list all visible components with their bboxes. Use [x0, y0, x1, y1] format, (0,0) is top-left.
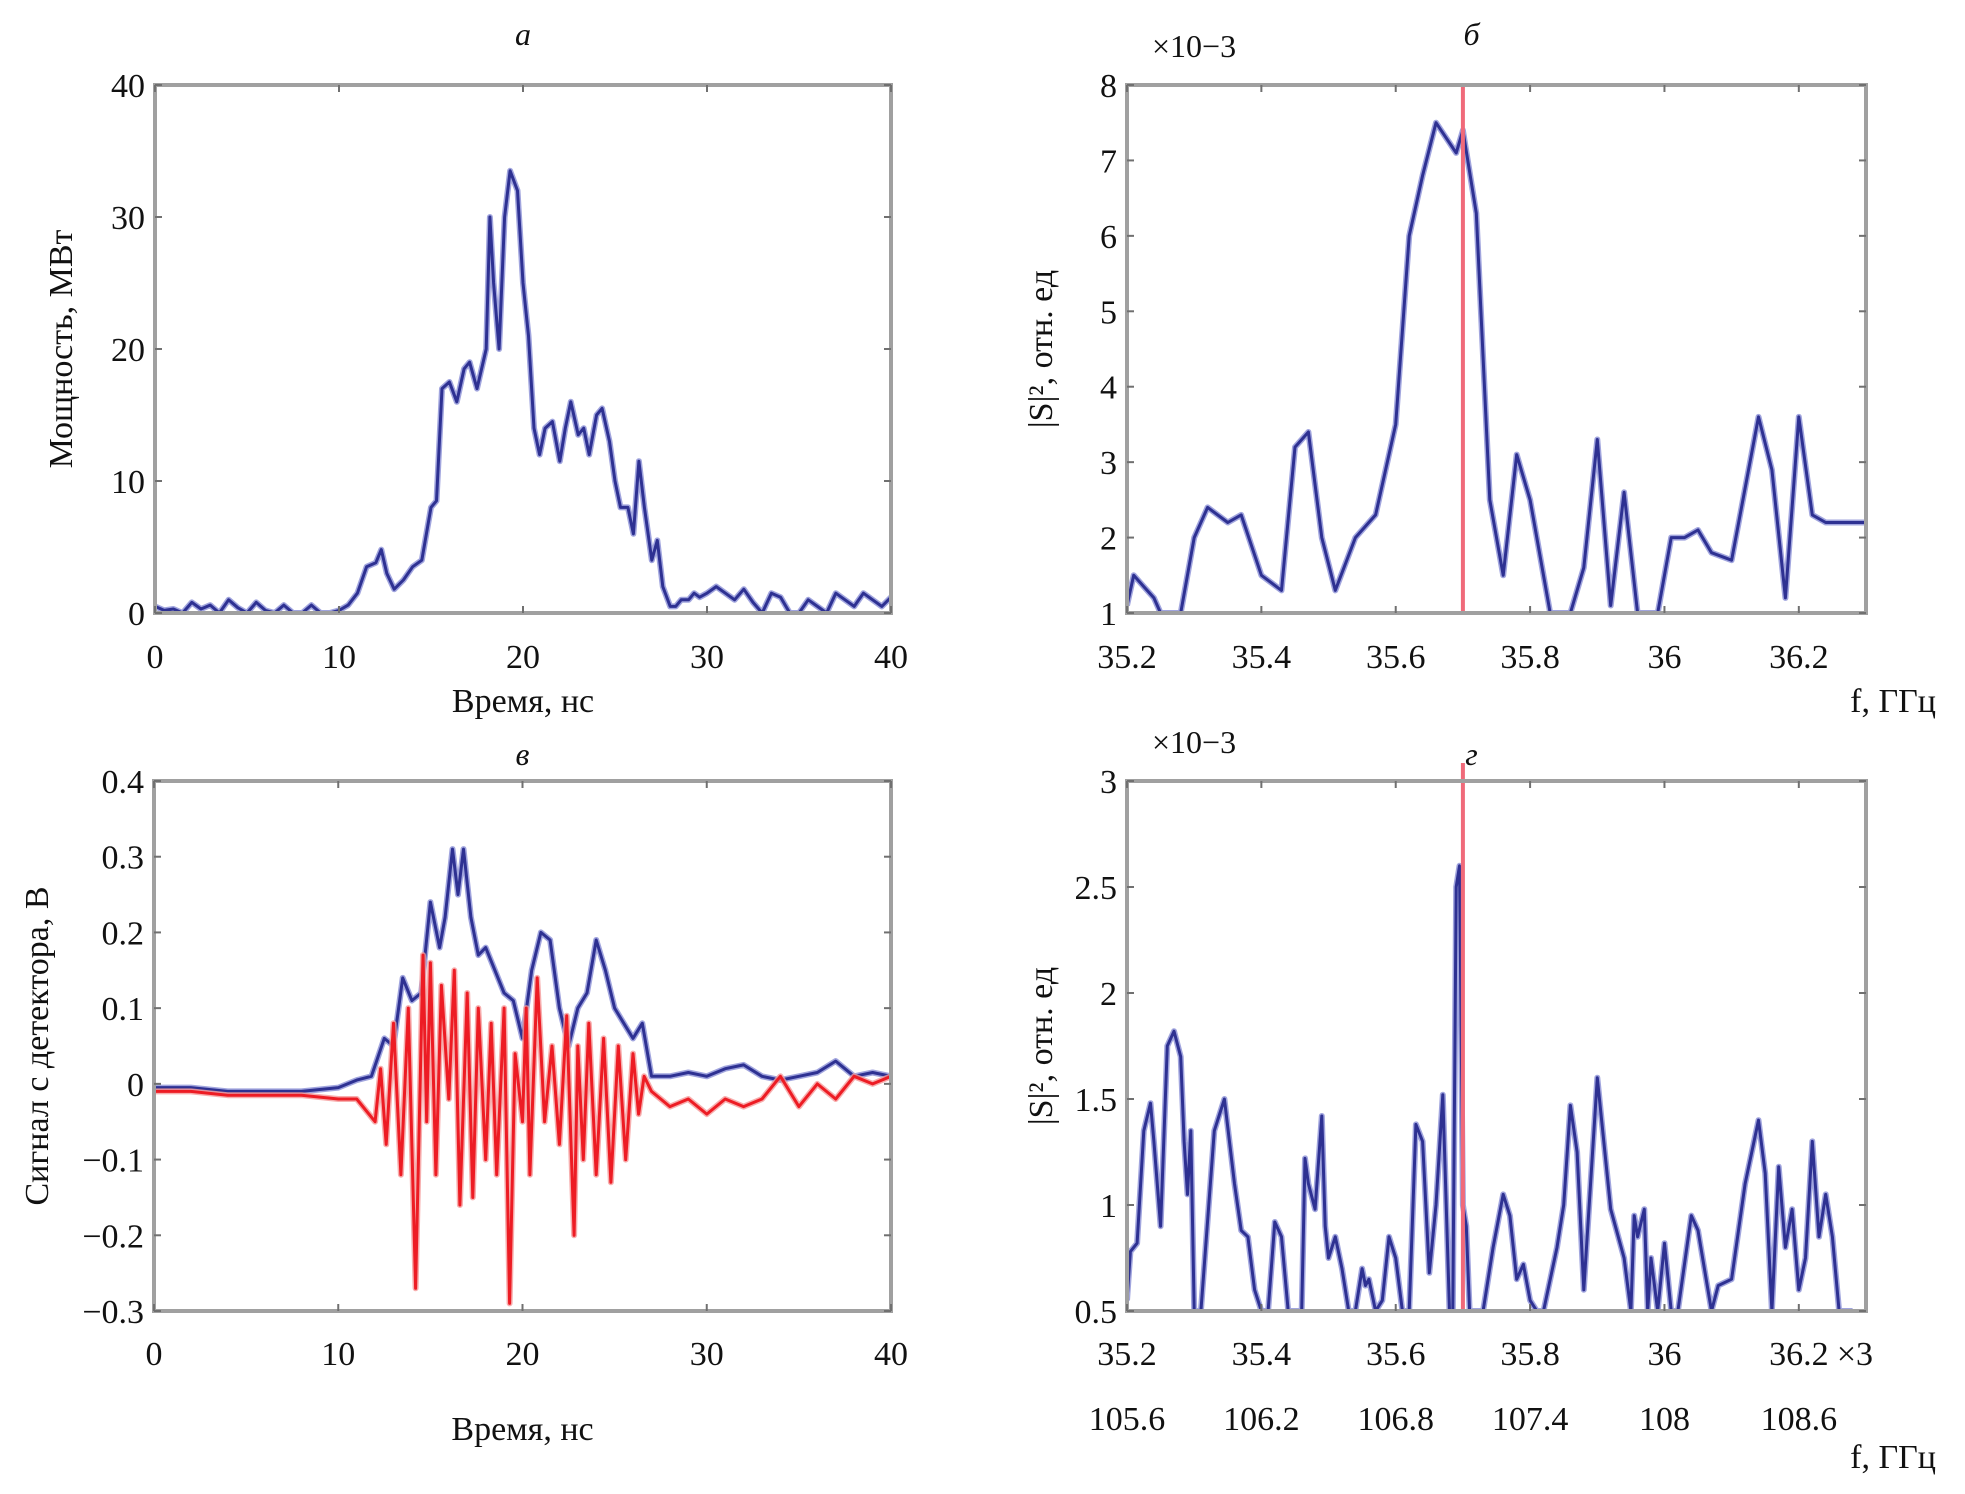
y-axis-label: Мощность, МВт	[43, 229, 80, 468]
y-axis-label: |S|², отн. ед	[1023, 270, 1060, 428]
x-tick-label: 0	[146, 1336, 163, 1373]
panel-a: а 0 10 20 30 40 0 10 20 30 40 Время, нс Мощность, МВ…	[43, 16, 908, 720]
y-exponent-label: ×10−3	[1152, 724, 1236, 760]
x-axis-label: Время, нс	[451, 1411, 593, 1448]
axes-frame	[1125, 779, 1868, 1313]
y-tick-label: 30	[111, 200, 145, 237]
y-tick-label: 0.1	[102, 991, 145, 1028]
x-axis-label: f, ГГц	[1850, 683, 1936, 720]
x-tick-label: 30	[690, 639, 724, 676]
y-tick-label: 0	[127, 1067, 144, 1104]
x-tick-label: 36	[1647, 1336, 1681, 1373]
y-tick-label: 7	[1100, 143, 1117, 180]
y-tick-label: 1	[1100, 1188, 1117, 1225]
y-tick-label: 40	[111, 68, 145, 105]
panel-v: в 0 10 20 30 40 0.4 0.3 0.2 0.1 0 −0.1 −0.2 −0.3 Время…	[19, 736, 908, 1448]
plot-area	[1127, 119, 1866, 613]
series-line-spectrum	[1127, 121, 1866, 613]
x-tick-label: 36.2	[1769, 1336, 1829, 1373]
y-tick-label: 20	[111, 332, 145, 369]
y-tick-label: −0.1	[82, 1143, 144, 1180]
panel-title: г	[1465, 736, 1477, 772]
plot-area	[154, 846, 891, 1307]
series-halo-signal	[154, 952, 891, 1307]
x-tick-label: 36.2	[1769, 639, 1829, 676]
x-tick-label: 35.4	[1232, 1336, 1292, 1373]
plot-area	[1127, 862, 1853, 1311]
x-axis-label: f, ГГц	[1850, 1439, 1936, 1476]
x-tick-label: 40	[874, 639, 908, 676]
series-line-spectrum	[1127, 864, 1853, 1311]
x-tick-label-secondary: 106.8	[1357, 1401, 1434, 1438]
x-tick-label: 10	[321, 1336, 355, 1373]
series-halo-spectrum	[1127, 862, 1853, 1311]
axes-frame	[153, 83, 893, 615]
x-tick-label: 40	[874, 1336, 908, 1373]
y-tick-label: 0.4	[102, 764, 145, 801]
panel-title: в	[516, 736, 530, 772]
x-tick-label: 35.6	[1366, 1336, 1426, 1373]
x-tick-label: 10	[322, 639, 356, 676]
y-tick-label: 10	[111, 464, 145, 501]
panel-title: б	[1463, 16, 1480, 52]
x-tick-label-secondary: 108	[1639, 1401, 1690, 1438]
series-line-power	[155, 169, 891, 613]
x-tick-label: 0	[147, 639, 164, 676]
x-tick-label: 20	[506, 639, 540, 676]
series-line-signal	[154, 953, 891, 1305]
y-tick-label: 2	[1100, 976, 1117, 1013]
x-tick-label: 35.6	[1366, 639, 1426, 676]
y-tick-label: 0.3	[102, 840, 145, 877]
y-axis-label: |S|², отн. ед	[1023, 967, 1060, 1125]
x-tick-label: 20	[506, 1336, 540, 1373]
y-tick-label: 1.5	[1075, 1082, 1118, 1119]
y-tick-label: 8	[1100, 68, 1117, 105]
x-tick-label-secondary: 108.6	[1761, 1401, 1838, 1438]
y-tick-label: 4	[1100, 370, 1117, 407]
y-tick-label: 2.5	[1075, 870, 1118, 907]
plot-area	[155, 167, 891, 613]
x-tick-label-secondary: 107.4	[1492, 1401, 1569, 1438]
x-tick-label: 35.8	[1500, 1336, 1560, 1373]
x-tick-label: 35.2	[1097, 639, 1157, 676]
y-axis-label: Сигнал с детектора, В	[19, 886, 56, 1205]
y-tick-label: 3	[1100, 764, 1117, 801]
series-halo-power	[155, 167, 891, 613]
x-tick-label: 36	[1647, 639, 1681, 676]
x-multiplier-label: ×3	[1837, 1336, 1873, 1373]
y-tick-label: 0	[128, 596, 145, 633]
y-tick-label: 6	[1100, 219, 1117, 256]
x-axis-label: Время, нс	[452, 683, 594, 720]
y-tick-label: −0.3	[82, 1294, 144, 1331]
x-tick-label-secondary: 106.2	[1223, 1401, 1300, 1438]
x-tick-label: 35.8	[1500, 639, 1560, 676]
y-tick-label: 0.5	[1075, 1294, 1118, 1331]
y-tick-label: 0.2	[102, 915, 145, 952]
y-exponent-label: ×10−3	[1152, 28, 1236, 64]
y-tick-label: 3	[1100, 445, 1117, 482]
y-tick-label: −0.2	[82, 1218, 144, 1255]
y-tick-label: 5	[1100, 294, 1117, 331]
x-tick-label: 35.2	[1097, 1336, 1157, 1373]
y-tick-label: 1	[1100, 596, 1117, 633]
axes-frame	[1125, 83, 1868, 615]
y-tick-label: 2	[1100, 521, 1117, 558]
panel-g: г ×10−3 35.2 105.6 35.4 106.2 35.6 106.8 35.8 107…	[1023, 724, 1936, 1476]
x-tick-label: 30	[690, 1336, 724, 1373]
x-tick-label: 35.4	[1232, 639, 1292, 676]
panel-title: а	[515, 16, 531, 52]
panel-b: б ×10−3 35.2 35.4 35.6 35.8 36 36.2 1 2 3 4 5 6 7 8 f, Г…	[1023, 16, 1936, 720]
x-tick-label-secondary: 105.6	[1089, 1401, 1166, 1438]
